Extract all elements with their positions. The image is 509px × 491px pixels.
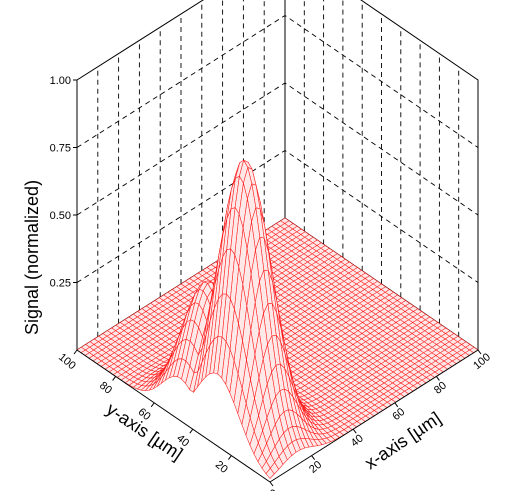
z-tick-label: 0.25 — [50, 278, 71, 290]
x-tick-label: 0 — [268, 487, 280, 491]
y-tick — [150, 402, 155, 408]
y-tick-label: 100 — [56, 351, 78, 372]
y-tick — [189, 428, 194, 434]
x-tick — [352, 428, 357, 434]
mesh-cell — [265, 468, 275, 479]
x-tick — [269, 481, 274, 487]
x-tick — [394, 402, 399, 408]
x-tick-label: 20 — [307, 459, 324, 476]
x-tick — [435, 376, 440, 381]
y-tick-label: 80 — [97, 380, 114, 397]
y-tick-label: 20 — [213, 459, 230, 476]
z-tick-label: 0.75 — [50, 143, 71, 155]
y-tick — [227, 455, 232, 460]
x-axis-line — [269, 349, 479, 483]
x-tick — [477, 349, 482, 355]
y-axis-line — [76, 349, 271, 483]
surface-mesh — [76, 160, 479, 479]
z-gridline — [76, 149, 479, 283]
x-tick — [311, 455, 316, 460]
z-axis-title: Signal (normalized) — [22, 180, 42, 335]
z-gridline — [76, 14, 479, 148]
z-tick-label: 1.00 — [50, 75, 71, 87]
z-gridline — [76, 82, 479, 216]
axes-frame — [73, 79, 482, 487]
x-tick-label: 40 — [349, 432, 366, 449]
y-tick — [73, 349, 78, 355]
x-tick-label: 100 — [471, 351, 493, 372]
y-tick — [112, 376, 116, 381]
x-tick-label: 80 — [432, 380, 449, 397]
z-tick-label: 0.50 — [50, 210, 71, 222]
x-tick-label: 60 — [390, 406, 407, 423]
